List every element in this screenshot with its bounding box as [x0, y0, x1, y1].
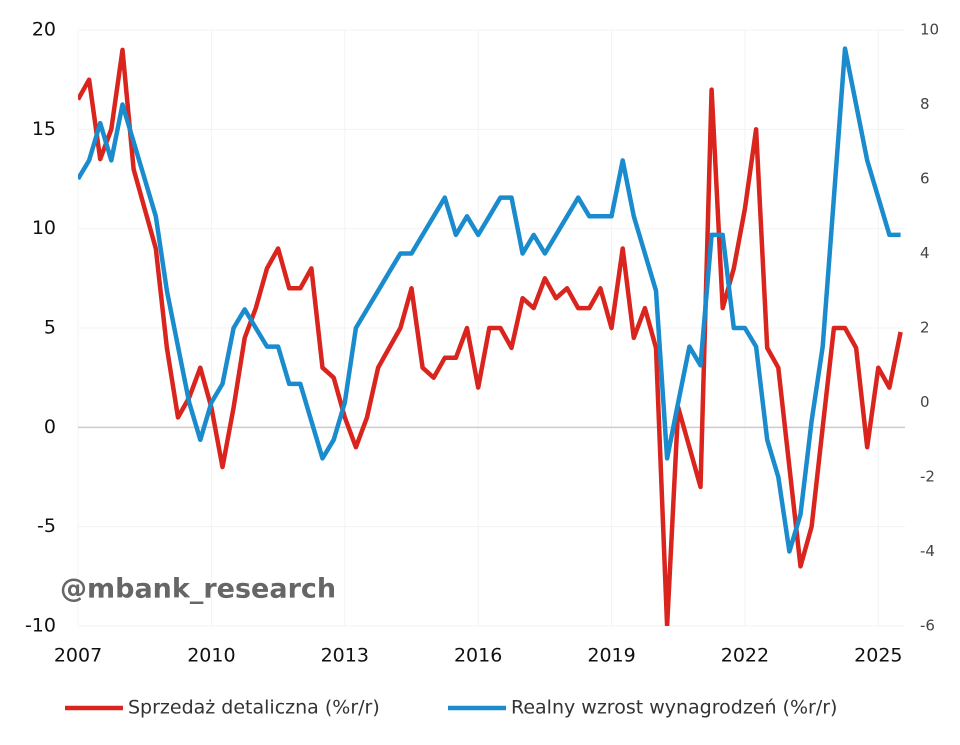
y-tick-label: 10 — [32, 217, 56, 239]
y-tick-label: 20 — [32, 19, 56, 41]
legend-label: Sprzedaż detaliczna (%r/r) — [128, 697, 380, 719]
y2-tick-label: 4 — [920, 244, 930, 262]
y2-tick-label: -4 — [920, 542, 935, 560]
x-tick-label: 2025 — [854, 645, 902, 667]
y2-tick-label: 10 — [920, 21, 939, 39]
y2-tick-label: -6 — [920, 617, 935, 635]
y-tick-label: -10 — [25, 615, 56, 637]
y-tick-label: 15 — [32, 118, 56, 140]
x-tick-label: 2022 — [721, 645, 769, 667]
y-tick-label: 5 — [44, 317, 56, 339]
y2-tick-label: 6 — [920, 170, 930, 188]
x-tick-label: 2019 — [587, 645, 635, 667]
watermark: @mbank_research — [60, 574, 336, 605]
x-tick-label: 2007 — [54, 645, 102, 667]
data-line — [78, 46, 901, 554]
data-line — [78, 47, 903, 626]
x-tick-label: 2010 — [187, 645, 235, 667]
x-tick-label: 2013 — [321, 645, 369, 667]
y2-tick-label: 2 — [920, 319, 930, 337]
y2-tick-label: -2 — [920, 468, 935, 486]
y-tick-label: -5 — [37, 515, 56, 537]
x-tick-label: 2016 — [454, 645, 502, 667]
y2-tick-label: 8 — [920, 95, 930, 113]
y2-tick-label: 0 — [920, 393, 930, 411]
y-tick-label: 0 — [44, 416, 56, 438]
legend-label: Realny wzrost wynagrodzeń (%r/r) — [511, 697, 837, 719]
